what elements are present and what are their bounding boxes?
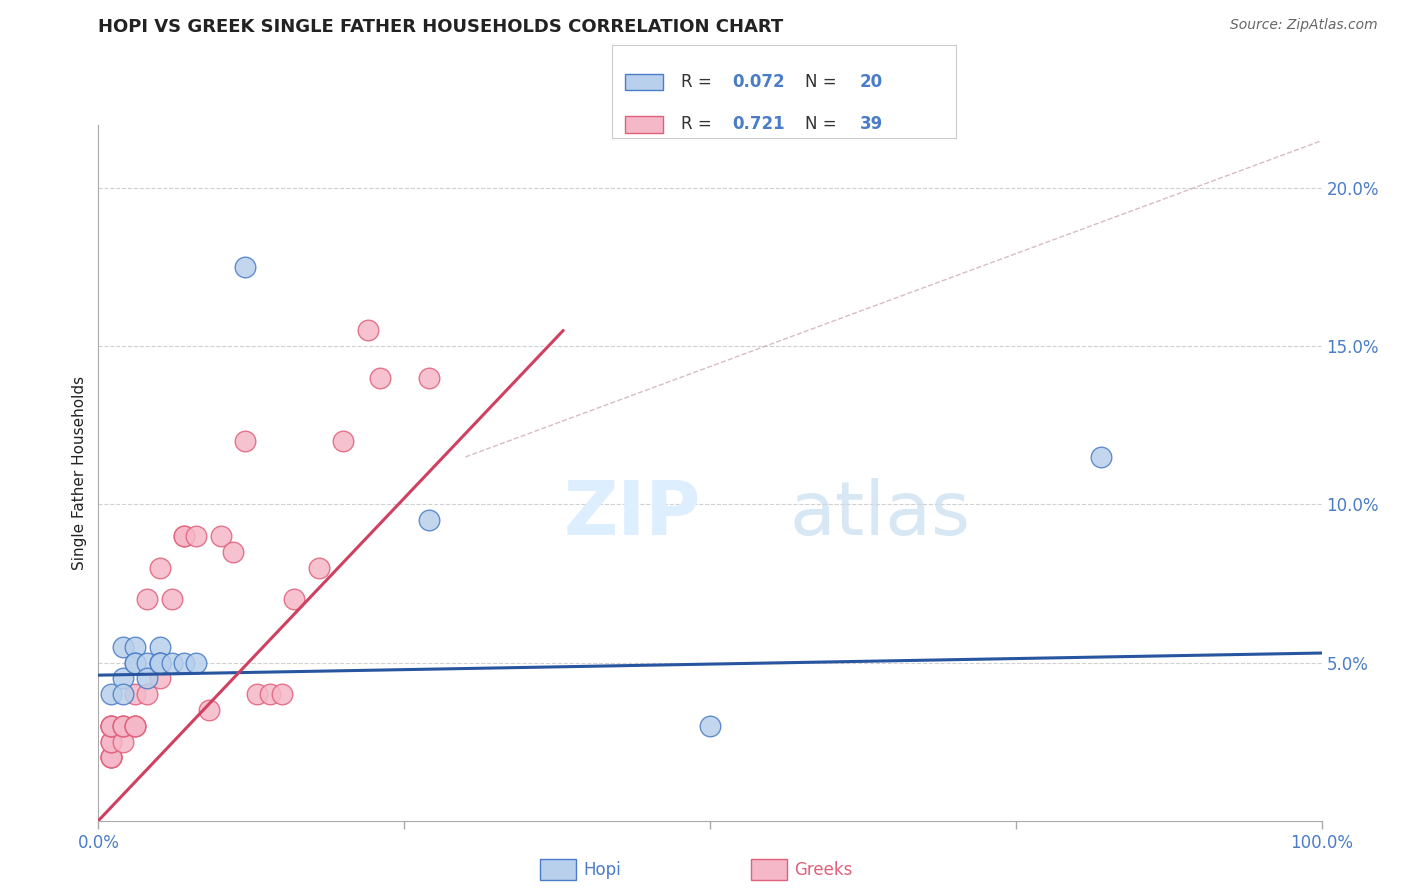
Point (111, 734, 134, 748)
Point (149, 656, 172, 670)
Point (124, 719, 146, 733)
Point (308, 560, 330, 574)
Point (356, 323, 378, 337)
Point (100, 750, 122, 764)
Point (124, 687, 146, 701)
Point (259, 687, 281, 701)
Point (197, 703, 219, 717)
Point (699, 719, 721, 733)
Bar (626, 74, 662, 90)
Point (186, 529, 208, 543)
Point (136, 687, 159, 701)
Point (149, 656, 172, 670)
Point (100, 719, 122, 733)
Point (111, 671, 134, 685)
Point (111, 719, 134, 733)
Point (111, 719, 134, 733)
Y-axis label: Single Father Households: Single Father Households (72, 376, 87, 570)
Point (160, 592, 183, 607)
Point (418, 371, 440, 385)
Point (124, 719, 146, 733)
Point (100, 719, 122, 733)
Text: Source: ZipAtlas.com: Source: ZipAtlas.com (1230, 18, 1378, 32)
Point (160, 656, 183, 670)
Point (233, 260, 256, 275)
Point (173, 529, 195, 543)
Point (100, 687, 122, 701)
Point (124, 656, 146, 670)
Point (111, 719, 134, 733)
Point (124, 640, 146, 654)
Point (209, 529, 232, 543)
Text: ZIP: ZIP (564, 478, 700, 551)
Text: N =: N = (804, 115, 841, 133)
Point (173, 529, 195, 543)
Text: 0.721: 0.721 (733, 115, 785, 133)
Text: HOPI VS GREEK SINGLE FATHER HOUSEHOLDS CORRELATION CHART: HOPI VS GREEK SINGLE FATHER HOUSEHOLDS C… (98, 18, 783, 36)
Point (111, 687, 134, 701)
Text: Greeks: Greeks (794, 861, 853, 879)
Text: 0.072: 0.072 (733, 73, 785, 91)
Point (100, 734, 122, 748)
Point (149, 640, 172, 654)
Point (124, 719, 146, 733)
Text: R =: R = (681, 115, 717, 133)
Point (100, 750, 122, 764)
Point (149, 560, 172, 574)
Point (136, 671, 159, 685)
Text: N =: N = (804, 73, 841, 91)
Point (418, 513, 440, 527)
Point (149, 671, 172, 685)
Point (368, 371, 391, 385)
Point (283, 592, 305, 607)
Point (173, 656, 195, 670)
Bar (626, 116, 662, 133)
Text: atlas: atlas (790, 478, 970, 551)
Point (136, 656, 159, 670)
Point (233, 434, 256, 449)
Point (100, 719, 122, 733)
Point (149, 656, 172, 670)
Text: Hopi: Hopi (583, 861, 621, 879)
Point (100, 719, 122, 733)
Point (222, 545, 245, 559)
Point (100, 750, 122, 764)
Point (246, 687, 269, 701)
Point (100, 750, 122, 764)
Point (186, 656, 208, 670)
Point (332, 434, 354, 449)
Point (1090, 450, 1112, 464)
Point (124, 656, 146, 670)
Text: R =: R = (681, 73, 717, 91)
Point (270, 687, 294, 701)
Text: 39: 39 (859, 115, 883, 133)
Point (111, 640, 134, 654)
Point (136, 592, 159, 607)
Text: 20: 20 (859, 73, 883, 91)
Point (100, 734, 122, 748)
